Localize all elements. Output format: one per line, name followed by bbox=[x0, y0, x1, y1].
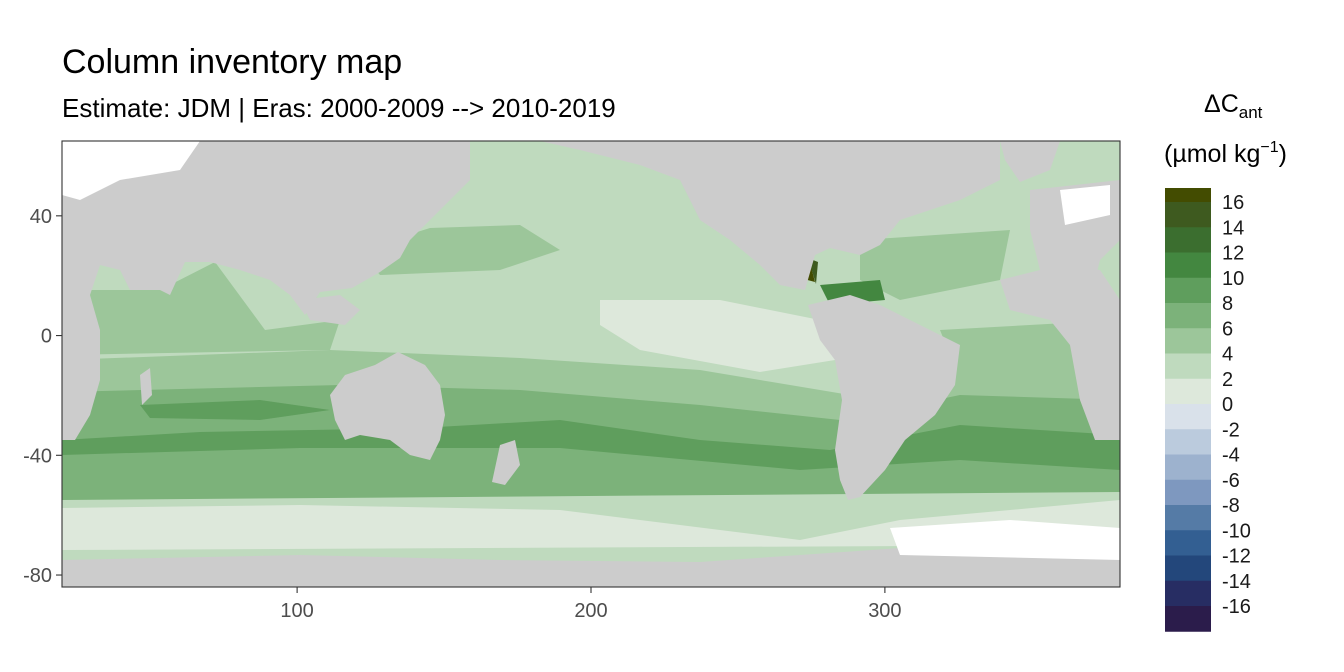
y-tick-label: 40 bbox=[30, 206, 52, 228]
map-subtitle: Estimate: JDM | Eras: 2000-2009 --> 2010… bbox=[62, 93, 616, 123]
legend-swatch bbox=[1165, 580, 1211, 607]
no-data-sea-ice bbox=[890, 520, 1120, 560]
legend-swatch bbox=[1165, 530, 1211, 556]
land-indonesia bbox=[300, 295, 360, 325]
legend-label: 4 bbox=[1222, 344, 1233, 366]
legend-swatch bbox=[1165, 252, 1211, 279]
land-antarctica bbox=[62, 548, 1120, 587]
legend-label: -8 bbox=[1222, 495, 1240, 517]
legend-label: 12 bbox=[1222, 243, 1244, 265]
legend-swatch bbox=[1165, 505, 1211, 531]
legend-label: 6 bbox=[1222, 318, 1233, 340]
legend-label: 2 bbox=[1222, 369, 1233, 391]
map-panel bbox=[62, 141, 1120, 587]
band-pacific-mid-0 bbox=[600, 300, 835, 372]
legend-label: 14 bbox=[1222, 217, 1244, 239]
legend-unit-open: (µmol kg bbox=[1164, 140, 1260, 168]
x-tick-label: 200 bbox=[574, 600, 607, 622]
no-data-areas bbox=[62, 141, 1120, 560]
y-axis: 40 0 -40 -80 bbox=[23, 206, 62, 587]
legend-swatch bbox=[1165, 479, 1211, 506]
band-southern-0 bbox=[62, 500, 1120, 550]
legend-unit-close: ) bbox=[1279, 140, 1287, 168]
land-africa-eurasia bbox=[62, 141, 470, 440]
legend-swatch bbox=[1165, 227, 1211, 253]
land-africa-west bbox=[1000, 265, 1120, 440]
legend-title-main: ΔC bbox=[1204, 90, 1239, 118]
legend-swatch-top bbox=[1165, 188, 1211, 202]
band-indian-8 bbox=[140, 400, 330, 420]
legend-swatch bbox=[1165, 378, 1211, 405]
legend-label: -12 bbox=[1222, 546, 1251, 568]
legend-swatch bbox=[1165, 429, 1211, 455]
legend-label: -14 bbox=[1222, 571, 1251, 593]
legend-title-subscript: ant bbox=[1239, 103, 1263, 122]
x-tick-label: 100 bbox=[280, 600, 313, 622]
y-tick-label: 0 bbox=[41, 326, 52, 348]
legend-unit: (µmol kg−1) bbox=[1164, 139, 1287, 168]
legend-label: -6 bbox=[1222, 470, 1240, 492]
land-new-zealand bbox=[492, 440, 520, 485]
map-title: Column inventory map bbox=[62, 43, 403, 81]
no-data-north-atlantic bbox=[1060, 185, 1110, 225]
legend-colorbar: 16 14 12 10 8 6 4 2 0 -2 -4 -6 -8 -10 -12 -14 -16 bbox=[1165, 188, 1251, 632]
legend-swatch bbox=[1165, 454, 1211, 481]
land-australia bbox=[330, 352, 445, 460]
y-tick-label: -40 bbox=[23, 445, 52, 467]
legend-swatch bbox=[1165, 328, 1211, 354]
legend-label: -10 bbox=[1222, 520, 1251, 542]
legend-label: 16 bbox=[1222, 192, 1244, 214]
no-data-arctic bbox=[62, 141, 200, 200]
legend-label: 8 bbox=[1222, 293, 1233, 315]
x-axis: 100 200 300 bbox=[280, 587, 902, 622]
legend-label: 0 bbox=[1222, 394, 1233, 416]
x-tick-label: 300 bbox=[868, 600, 901, 622]
band-indian-north-4 bbox=[62, 262, 340, 355]
legend-label: 10 bbox=[1222, 268, 1244, 290]
land-greenland bbox=[1000, 141, 1060, 182]
land-south-america bbox=[808, 295, 960, 500]
land-masses bbox=[62, 141, 1120, 587]
legend-swatch bbox=[1165, 202, 1211, 228]
legend-label: -2 bbox=[1222, 419, 1240, 441]
legend-label: -16 bbox=[1222, 596, 1251, 618]
legend-title: ΔCant bbox=[1204, 90, 1263, 122]
legend-swatch bbox=[1165, 303, 1211, 329]
legend-swatch bbox=[1165, 606, 1211, 632]
land-madagascar bbox=[140, 368, 152, 405]
legend-swatch bbox=[1165, 353, 1211, 380]
legend-swatch bbox=[1165, 277, 1211, 304]
legend-swatch bbox=[1165, 404, 1211, 430]
legend: ΔCant (µmol kg−1) 16 14 12 10 8 6 4 2 0 -2 -4 -6 -8 -… bbox=[1164, 90, 1287, 632]
legend-label: -4 bbox=[1222, 445, 1240, 467]
y-tick-label: -80 bbox=[23, 565, 52, 587]
land-north-america bbox=[540, 141, 1000, 290]
band-atlantic-north-4 bbox=[860, 230, 1010, 300]
legend-unit-superscript: −1 bbox=[1260, 139, 1278, 156]
legend-swatch bbox=[1165, 555, 1211, 582]
